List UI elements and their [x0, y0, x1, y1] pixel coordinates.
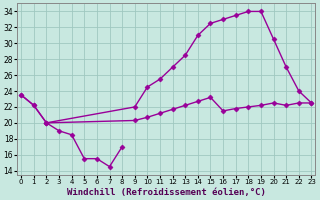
X-axis label: Windchill (Refroidissement éolien,°C): Windchill (Refroidissement éolien,°C): [67, 188, 266, 197]
